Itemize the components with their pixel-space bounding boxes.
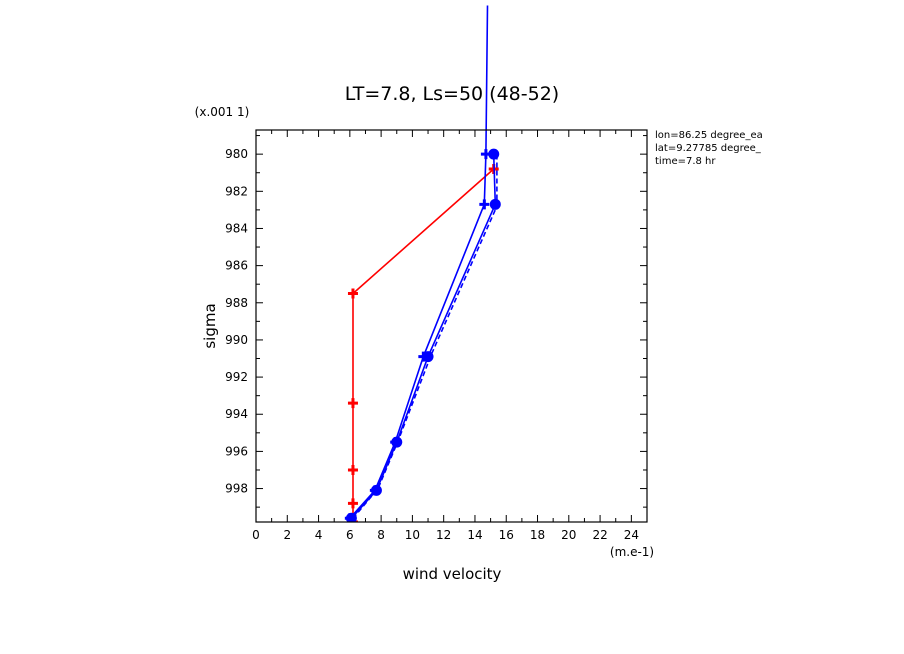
y-tick-label: 984	[225, 221, 248, 235]
series-2-marker	[489, 198, 501, 210]
y-axis-label: sigma	[201, 303, 219, 348]
y-unit-label: (x.001 1)	[195, 105, 250, 119]
y-tick-label: 982	[225, 184, 248, 198]
series-layer	[344, 5, 501, 522]
info-line-lon: lon=86.25 degree_ea	[655, 130, 763, 141]
x-tick-label: 4	[315, 528, 323, 542]
x-tick-label: 16	[499, 528, 514, 542]
series-0-marker	[347, 288, 358, 299]
series-line-2	[350, 154, 497, 519]
x-tick-label: 10	[405, 528, 420, 542]
x-tick-label: 12	[436, 528, 451, 542]
x-tick-label: 14	[467, 528, 482, 542]
x-tick-label: 18	[530, 528, 545, 542]
series-line-0	[352, 168, 495, 522]
x-tick-label: 6	[346, 528, 354, 542]
x-tick-label: 24	[624, 528, 639, 542]
chart-title: LT=7.8, Ls=50 (48-52)	[345, 83, 559, 105]
info-line-time: time=7.8 hr	[655, 156, 716, 167]
y-tick-label: 998	[225, 482, 248, 496]
y-tick-label: 986	[225, 259, 248, 273]
y-tick-label: 990	[225, 333, 248, 347]
x-tick-label: 20	[561, 528, 576, 542]
y-tick-label: 988	[225, 296, 248, 310]
series-0-marker	[347, 498, 358, 509]
info-box: lon=86.25 degree_ea lat=9.27785 degree_ …	[655, 130, 763, 167]
series-1-marker	[479, 199, 490, 210]
series-2-marker	[422, 351, 434, 363]
x-tick-label: 2	[283, 528, 291, 542]
y-tick-label: 996	[225, 444, 248, 458]
series-0-marker	[347, 398, 358, 409]
plot-frame	[255, 129, 648, 523]
y-tick-label: 992	[225, 370, 248, 384]
x-tick-label: 22	[592, 528, 607, 542]
series-0-marker	[347, 464, 358, 475]
y-tick-label: 980	[225, 147, 248, 161]
series-2-marker	[345, 512, 357, 522]
info-line-lat: lat=9.27785 degree_	[655, 143, 762, 154]
y-tick-label: 994	[225, 407, 248, 421]
series-line-3	[352, 154, 498, 519]
x-tick-label: 8	[377, 528, 385, 542]
x-unit-label: (m.e-1)	[610, 545, 654, 559]
x-tick-label: 0	[252, 528, 260, 542]
x-axis-label: wind velocity	[403, 565, 502, 583]
axis-ticks: 0 2 4 6 8 10 12 14 16 18 20 22 249809829849869889909…	[225, 130, 647, 542]
